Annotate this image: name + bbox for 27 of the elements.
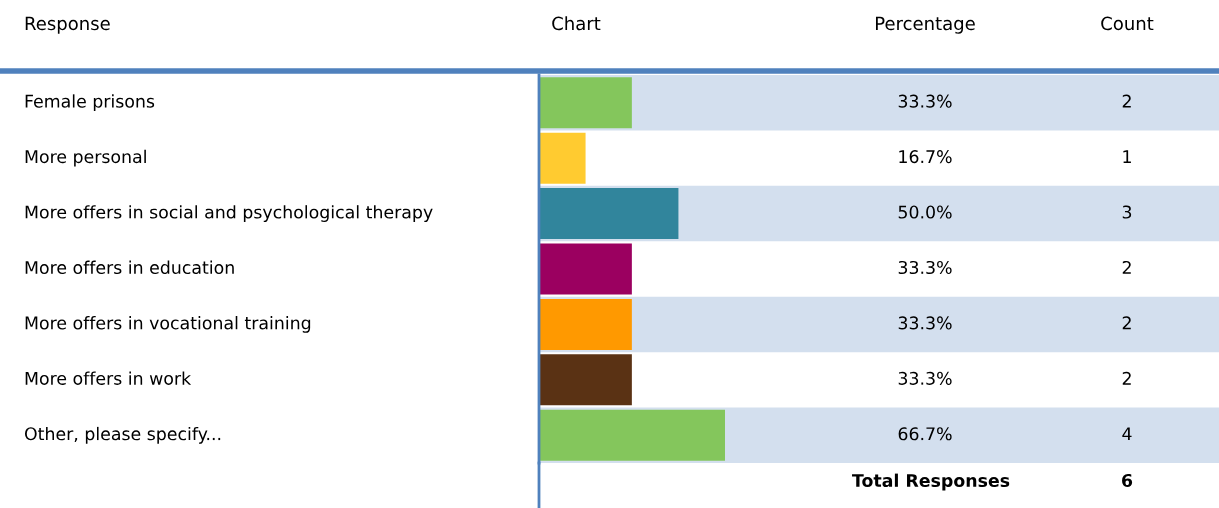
data-label: 66.7%	[898, 427, 952, 441]
y-tick-label: More offers in social and psychological therapy	[25, 205, 433, 222]
text: Percentage	[875, 16, 975, 34]
y-tick-label: More offers in work	[25, 371, 192, 385]
y-tick-label: Other, please specify...	[24, 426, 221, 444]
y-tick-label: More offers in vocational training	[25, 316, 311, 333]
text: 2	[1122, 260, 1131, 274]
text: 2	[1122, 316, 1131, 330]
y-tick-label: Female prisons	[25, 94, 155, 112]
data-label: 33.3%	[898, 94, 952, 108]
data-label: 33.3%	[898, 371, 952, 385]
y-tick-label: More personal	[25, 149, 146, 167]
text: 3	[1122, 205, 1132, 219]
text: 4	[1122, 427, 1132, 441]
text: Chart	[552, 16, 601, 31]
text: Count	[1101, 16, 1154, 31]
data-label: 33.3%	[898, 316, 952, 330]
data-label: 16.7%	[899, 150, 952, 164]
text: Total Responses	[852, 473, 1010, 491]
text: 1	[1123, 150, 1131, 163]
text: 6	[1122, 473, 1133, 488]
y-tick-label: More offers in education	[25, 260, 234, 275]
text: 2	[1122, 371, 1131, 385]
data-label: 50.0%	[898, 205, 952, 219]
text: 2	[1122, 94, 1131, 108]
text: Response	[25, 16, 110, 34]
data-label: 33.3%	[898, 260, 952, 275]
